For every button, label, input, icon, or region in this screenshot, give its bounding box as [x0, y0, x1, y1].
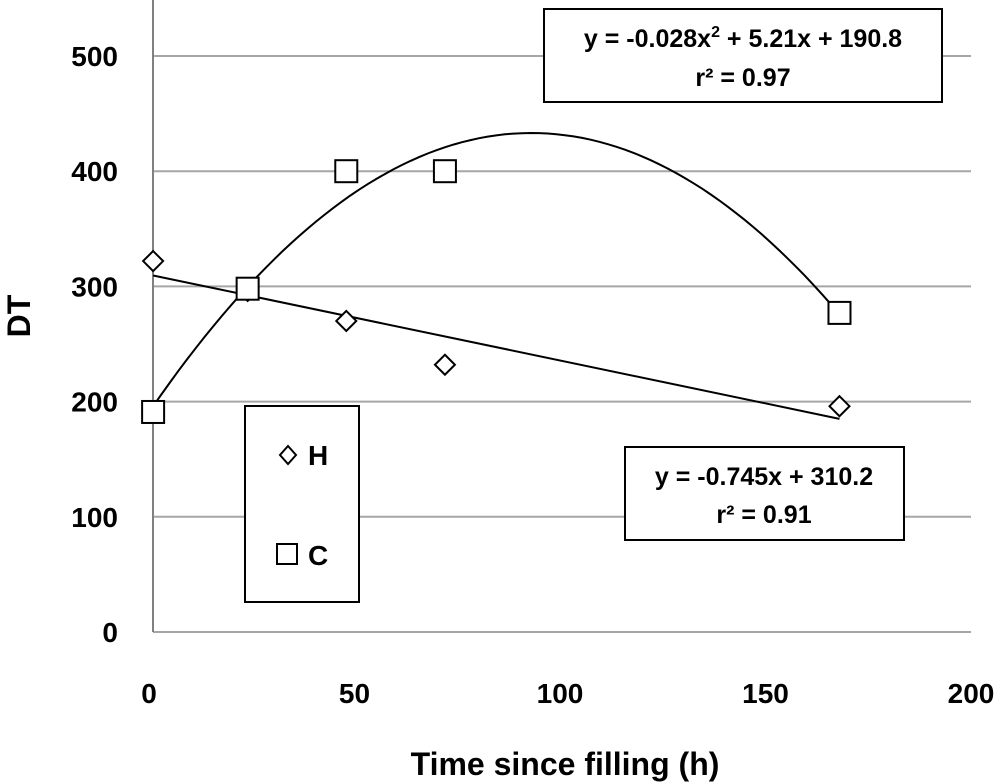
y-tick-label: 100: [71, 502, 118, 533]
x-tick-labels: 0 50 100 150 200: [141, 678, 994, 709]
point-c-2: [334, 159, 359, 184]
point-h-0: [141, 249, 165, 273]
point-c-3: [432, 159, 457, 184]
c-fit-r2: r² = 0.97: [695, 64, 790, 92]
h-fit-r2: r² = 0.91: [716, 501, 811, 529]
y-tick-label: 0: [102, 617, 118, 648]
x-tick-label: 50: [339, 678, 370, 709]
y-axis-title: DT: [1, 294, 37, 337]
markers: [141, 159, 852, 424]
y-tick-label: 300: [71, 271, 118, 302]
y-tick-label: 400: [71, 156, 118, 187]
point-c-4: [827, 300, 852, 325]
trendlines: [152, 131, 841, 420]
point-c-0: [141, 399, 166, 424]
x-tick-label: 100: [537, 678, 584, 709]
point-h-2: [334, 309, 358, 333]
x-tick-label: 150: [742, 678, 789, 709]
x-tick-label: 200: [948, 678, 995, 709]
y-tick-labels: 0 100 200 300 400 500: [71, 41, 118, 648]
y-tick-label: 500: [71, 41, 118, 72]
legend: H C: [244, 405, 360, 603]
x-axis-title: Time since filling (h): [411, 746, 720, 782]
legend-diamond-icon: [278, 444, 298, 466]
c-fit-equation: y = -0.028x2 + 5.21x + 190.8: [584, 24, 902, 53]
trendline-h: [152, 274, 840, 420]
point-h-4: [828, 394, 851, 418]
legend-label-h: H: [308, 440, 328, 471]
point-c-1: [235, 276, 260, 301]
point-h-3: [433, 353, 457, 377]
legend-label-c: C: [308, 540, 328, 571]
h-fit-equation: y = -0.745x + 310.2: [655, 463, 873, 491]
y-tick-label: 200: [71, 387, 118, 418]
c-fit-equation-box: y = -0.028x2 + 5.21x + 190.8 r² = 0.97: [543, 8, 943, 103]
h-fit-equation-box: y = -0.745x + 310.2 r² = 0.91: [624, 446, 905, 541]
x-tick-label: 0: [141, 678, 157, 709]
legend-square-icon: [276, 543, 298, 565]
trendline-c: [152, 131, 841, 407]
